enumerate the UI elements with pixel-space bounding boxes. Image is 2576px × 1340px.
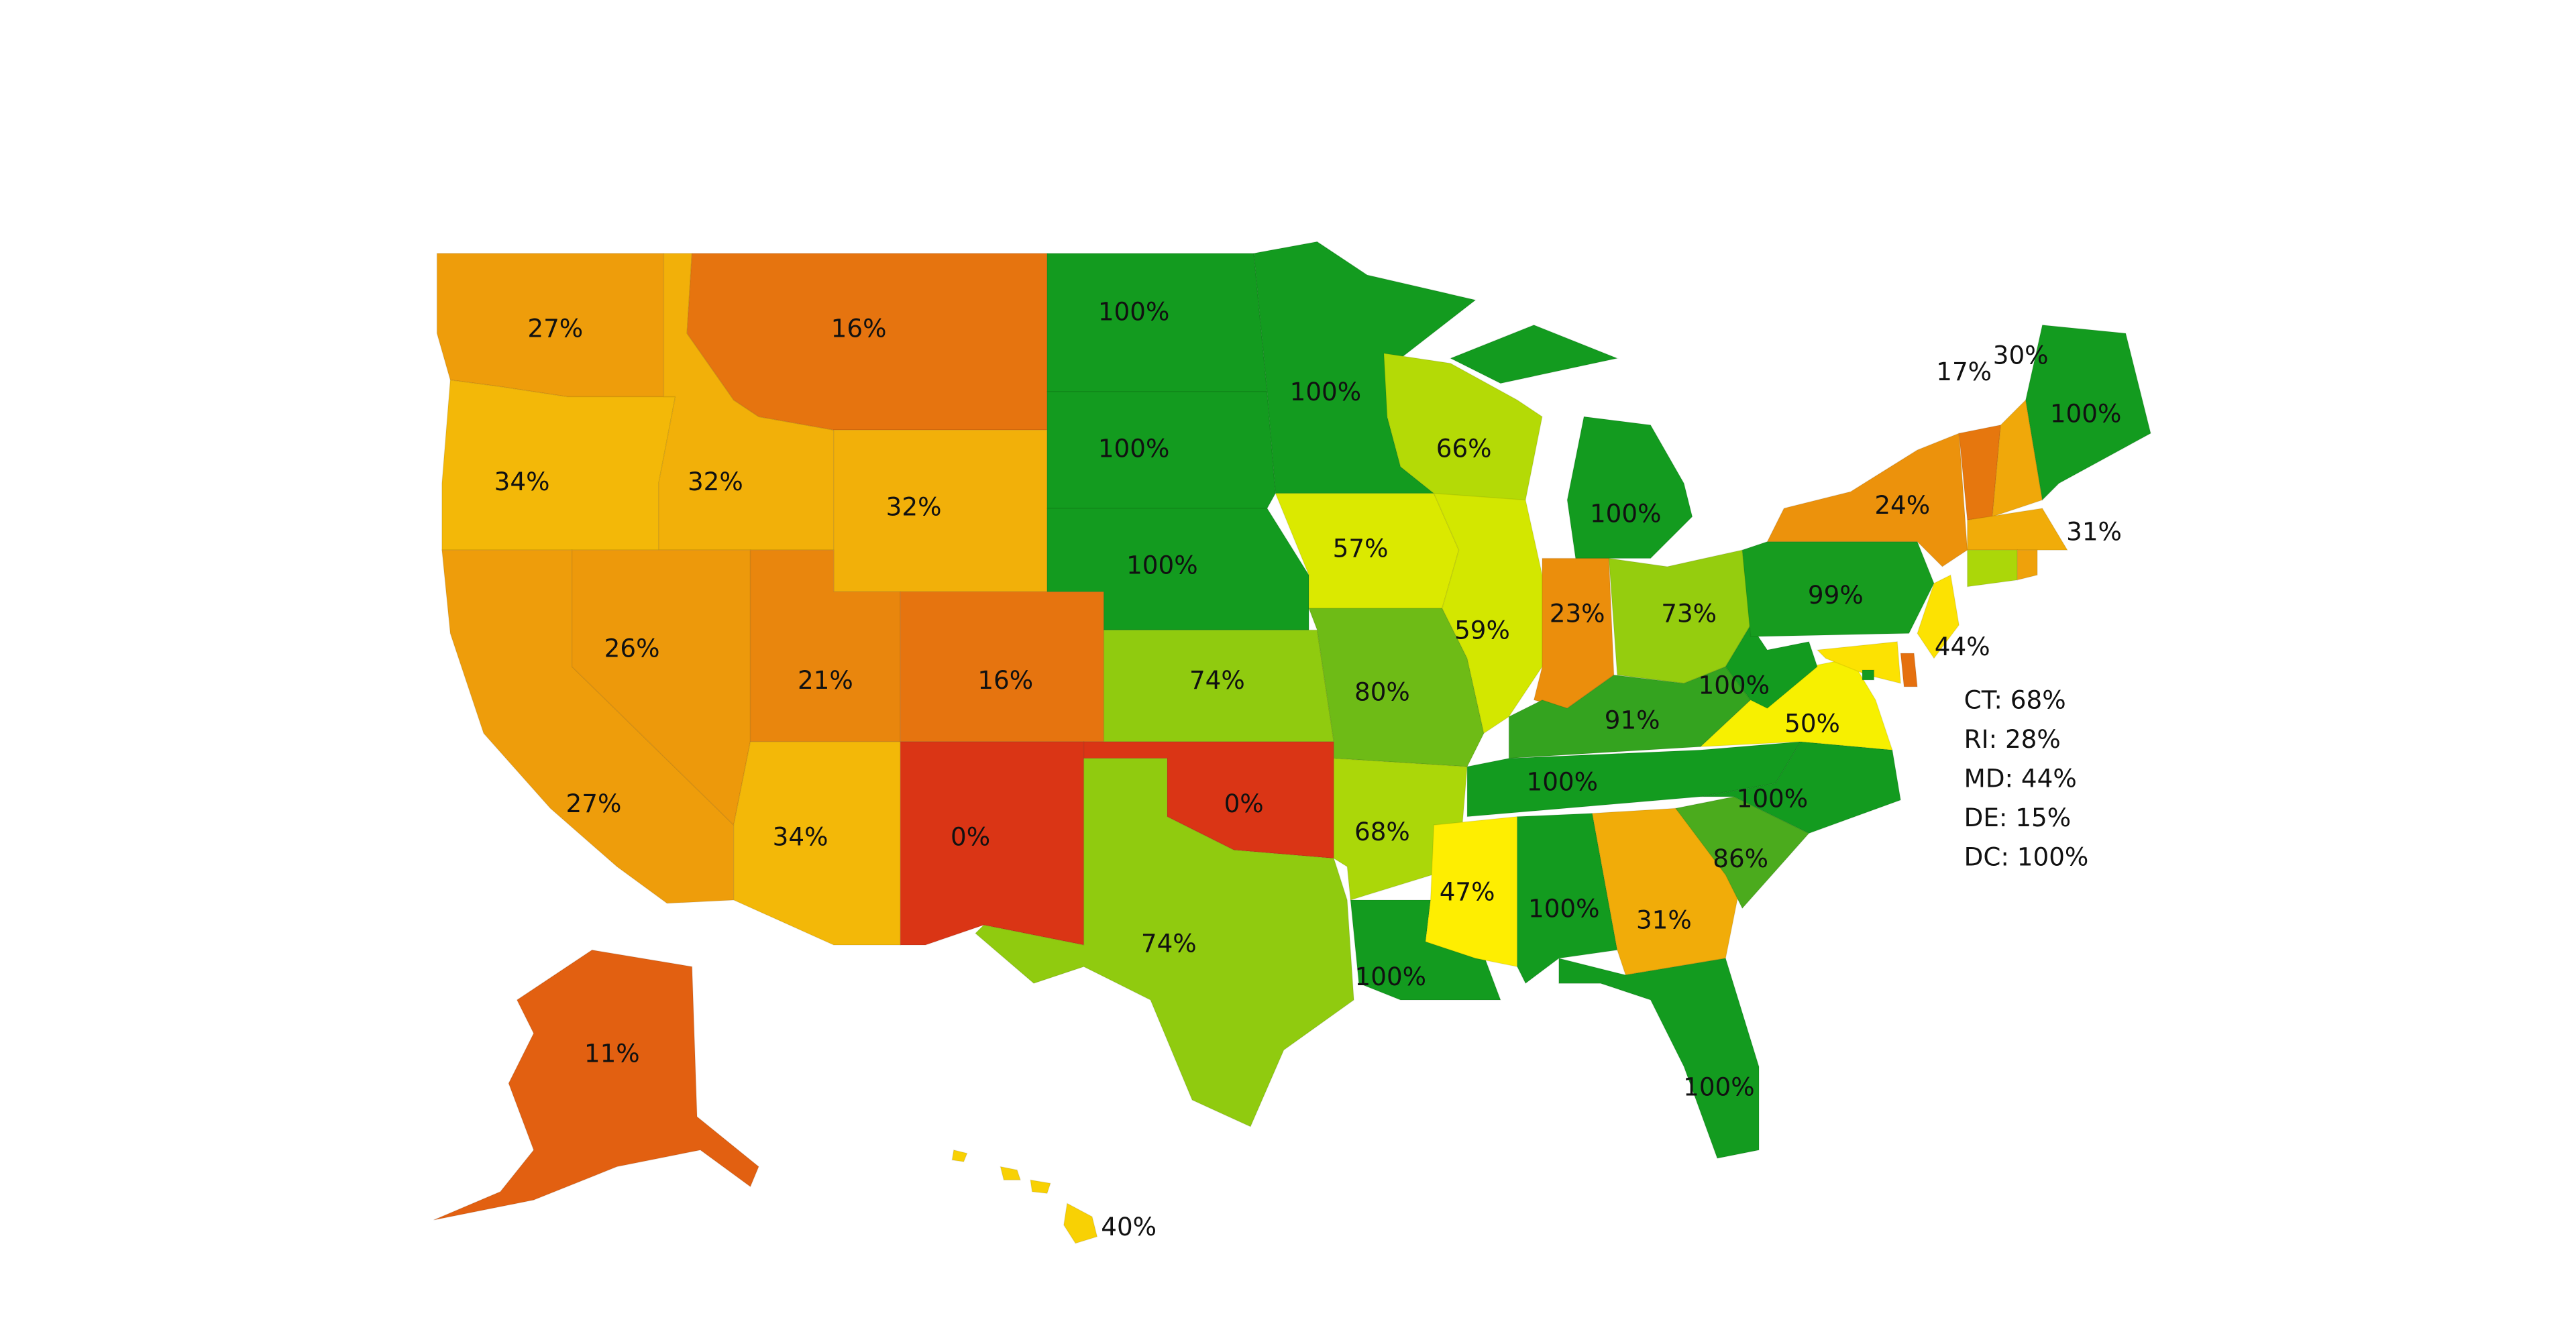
note: CT: 68% (1964, 685, 2066, 715)
value-label: 32% (886, 492, 942, 521)
value-label: 100% (1698, 670, 1770, 700)
note: DE: 15% (1964, 803, 2071, 832)
value-label: 27% (566, 789, 622, 818)
state (1862, 669, 1875, 681)
state (1674, 796, 1810, 909)
state (951, 1149, 1098, 1244)
value-label: 57% (1333, 534, 1389, 563)
value-label: 23% (1550, 598, 1605, 628)
value-label: 73% (1661, 598, 1717, 628)
value-label: 0% (951, 822, 990, 851)
value-label: 100% (2050, 398, 2122, 428)
state (1816, 640, 1902, 684)
state (1449, 324, 1693, 559)
value-label: 47% (1440, 877, 1495, 907)
value-label: 100% (1126, 550, 1198, 579)
state (1558, 957, 1760, 1159)
value-label: 16% (977, 665, 1033, 695)
value-label: 100% (1528, 893, 1600, 923)
note: MD: 44% (1964, 764, 2077, 793)
state (441, 379, 676, 551)
value-label: 44% (1935, 632, 1990, 661)
state (1433, 492, 1543, 734)
value-label: 50% (1784, 709, 1840, 738)
value-label: 74% (1189, 665, 1245, 695)
value-label: 17% (1936, 357, 1992, 386)
value-label: 99% (1808, 580, 1864, 610)
value-label: 100% (1290, 377, 1362, 406)
value-label: 31% (1636, 905, 1692, 935)
state (900, 741, 1085, 946)
value-label: 59% (1454, 615, 1510, 645)
value-label: 100% (1590, 498, 1662, 528)
state (1046, 391, 1277, 509)
value-label: 0% (1224, 789, 1264, 818)
value-label: 91% (1605, 706, 1660, 735)
value-label: 40% (1101, 1212, 1157, 1241)
state (1508, 666, 1752, 759)
value-label: 31% (2066, 517, 2122, 547)
labels: 27% 34% 32% 16% 32% 27% 26% 21% 34% 16% 0% 100% 100%… (494, 297, 2122, 1241)
value-label: 26% (604, 634, 660, 663)
value-label: 34% (494, 467, 550, 496)
state (2017, 549, 2038, 581)
state (1966, 549, 2018, 588)
value-label: 32% (688, 467, 743, 496)
state (1966, 508, 2069, 551)
note: RI: 28% (1964, 724, 2061, 754)
value-label: 34% (773, 822, 828, 851)
value-label: 100% (1098, 297, 1170, 327)
value-label: 21% (798, 665, 853, 695)
note: DC: 100% (1964, 842, 2089, 871)
value-label: 80% (1354, 677, 1410, 706)
value-label: 100% (1098, 433, 1170, 463)
value-label: 11% (584, 1039, 640, 1068)
value-label: 100% (1527, 767, 1599, 796)
state (1900, 653, 1918, 687)
state (2025, 324, 2151, 502)
value-label: 74% (1141, 929, 1197, 958)
value-label: 100% (1355, 962, 1427, 991)
state (433, 949, 759, 1221)
value-label: 86% (1713, 844, 1768, 873)
value-label: 100% (1683, 1072, 1755, 1101)
states (433, 241, 2151, 1244)
value-label: 66% (1436, 433, 1492, 463)
state (1700, 741, 1902, 834)
state (974, 757, 1354, 1127)
value-label: 27% (527, 314, 583, 343)
state (1917, 574, 1960, 659)
value-label: 100% (1737, 783, 1809, 813)
value-label: 16% (831, 314, 887, 343)
value-label: 68% (1354, 817, 1410, 846)
value-label: 30% (1993, 340, 2049, 370)
value-label: 24% (1874, 490, 1930, 520)
